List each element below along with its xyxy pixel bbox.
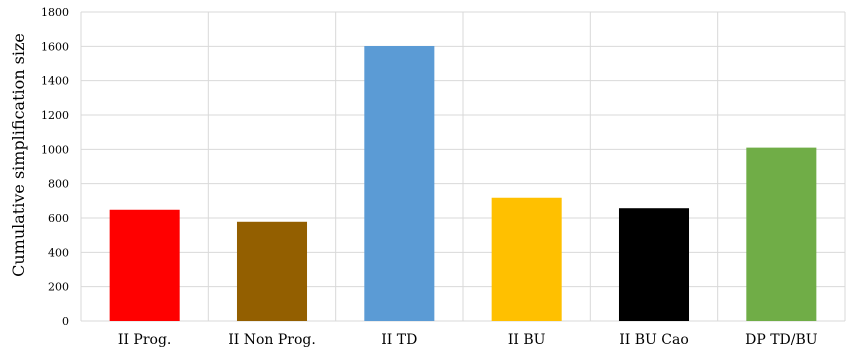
x-category-label: II BU — [508, 332, 546, 348]
x-category-label: II BU Cao — [619, 332, 689, 348]
y-tick-label: 600 — [48, 212, 69, 225]
bar-3 — [491, 197, 562, 321]
bar-5 — [746, 147, 817, 321]
x-category-label: II TD — [381, 332, 417, 348]
y-tick-label: 200 — [48, 281, 69, 294]
y-tick-label: 400 — [48, 246, 69, 259]
y-tick-label: 0 — [62, 315, 69, 328]
y-tick-label: 800 — [48, 178, 69, 191]
y-tick-label: 1600 — [41, 40, 69, 53]
y-tick-label: 1200 — [41, 109, 69, 122]
bar-4 — [618, 208, 690, 321]
bar-0 — [109, 209, 180, 321]
gridlines — [80, 11, 846, 322]
y-axis-title: Cumulative simplification size — [9, 33, 28, 277]
y-tick-label: 1400 — [41, 75, 69, 88]
x-category-label: II Prog. — [118, 332, 171, 348]
x-category-label: DP TD/BU — [745, 332, 818, 348]
y-axis-ticks: 0 200 400 600 800 1000 1200 1400 1600 1800 — [41, 6, 69, 328]
y-tick-label: 1000 — [41, 143, 69, 156]
x-category-label: II Non Prog. — [228, 332, 316, 348]
bar-2 — [364, 45, 435, 322]
bar-1 — [236, 221, 308, 321]
bars — [109, 45, 817, 322]
x-axis-categories: II Prog. II Non Prog. II TD II BU II BU Cao D… — [118, 332, 818, 348]
y-tick-label: 1800 — [41, 6, 69, 19]
